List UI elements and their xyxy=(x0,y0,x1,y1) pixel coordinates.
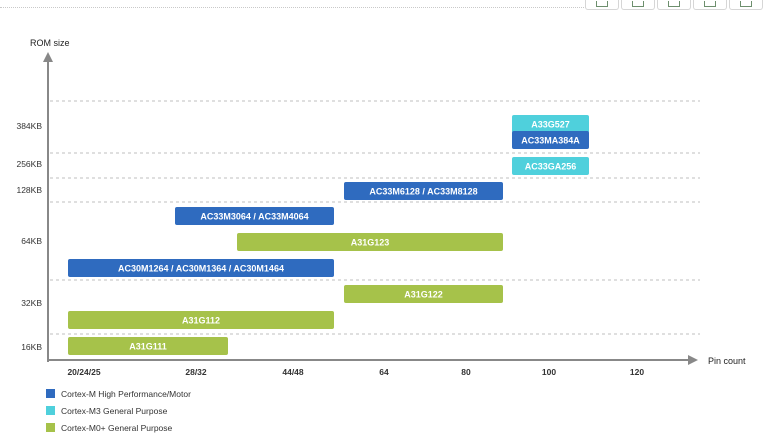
bar-label: A31G111 xyxy=(129,342,167,352)
legend-swatch xyxy=(46,406,55,415)
y-axis-title: ROM size xyxy=(30,38,70,48)
x-tick-label: 44/48 xyxy=(282,367,304,377)
bar-label: AC33M3064 / AC33M4064 xyxy=(200,212,308,222)
bar xyxy=(237,233,503,251)
x-tick-label: 80 xyxy=(461,367,471,377)
x-tick-label: 28/32 xyxy=(185,367,207,377)
bar xyxy=(68,259,334,277)
grid-lines xyxy=(50,100,700,335)
legend-swatch xyxy=(46,423,55,432)
legend-swatch xyxy=(46,389,55,398)
print-icon[interactable] xyxy=(657,0,691,10)
y-tick-label: 384KB xyxy=(16,121,42,131)
bar xyxy=(344,285,503,303)
bar-label: AC33MA384A xyxy=(521,136,580,146)
legend-item: Cortex-M3 General Purpose xyxy=(46,402,191,419)
bar-label: AC33GA256 xyxy=(525,162,577,172)
image-icon[interactable] xyxy=(693,0,727,10)
bar xyxy=(68,311,334,329)
legend-item: Cortex-M0+ General Purpose xyxy=(46,419,191,436)
top-divider xyxy=(0,7,610,8)
bar-label: AC33M6128 / AC33M8128 xyxy=(369,187,477,197)
legend-item: Cortex-M High Performance/Motor xyxy=(46,385,191,402)
bar xyxy=(512,157,589,175)
bar xyxy=(344,182,503,200)
x-tick-label: 120 xyxy=(630,367,644,377)
download-icon[interactable] xyxy=(585,0,619,10)
x-tick-labels: 20/24/25 28/32 44/48 64 80 100 120 xyxy=(67,367,644,377)
bars: A33G527 AC33MA384A AC33GA256 AC33M6128 / AC… xyxy=(68,115,589,355)
bar-label: AC30M1264 / AC30M1364 / AC30M1464 xyxy=(118,264,284,274)
x-axis-arrow-icon xyxy=(688,355,698,365)
y-tick-label: 256KB xyxy=(16,159,42,169)
legend-label: Cortex-M0+ General Purpose xyxy=(61,422,173,433)
bar xyxy=(175,207,334,225)
legend: Cortex-M High Performance/Motor Cortex-M3… xyxy=(46,385,191,436)
x-tick-label: 100 xyxy=(542,367,556,377)
x-tick-label: 64 xyxy=(379,367,389,377)
bar-label: A33G527 xyxy=(531,120,570,130)
x-tick-label: 20/24/25 xyxy=(67,367,100,377)
bar-label: A31G123 xyxy=(351,238,390,248)
legend-label: Cortex-M3 General Purpose xyxy=(61,405,168,416)
x-axis-title: Pin count xyxy=(708,356,746,366)
y-tick-label: 128KB xyxy=(16,185,42,195)
y-tick-label: 32KB xyxy=(21,298,42,308)
bar-label: A31G122 xyxy=(404,290,443,300)
y-tick-label: 64KB xyxy=(21,236,42,246)
bar xyxy=(512,115,589,133)
y-tick-labels: 16KB 32KB 64KB 128KB 256KB 384KB xyxy=(16,121,42,352)
expand-icon[interactable] xyxy=(621,0,655,10)
y-axis-arrow-icon xyxy=(43,52,53,62)
legend-label: Cortex-M High Performance/Motor xyxy=(61,388,191,399)
bar xyxy=(68,337,228,355)
bar-label: A31G112 xyxy=(182,316,220,326)
y-tick-label: 16KB xyxy=(21,342,42,352)
bar xyxy=(512,131,589,149)
